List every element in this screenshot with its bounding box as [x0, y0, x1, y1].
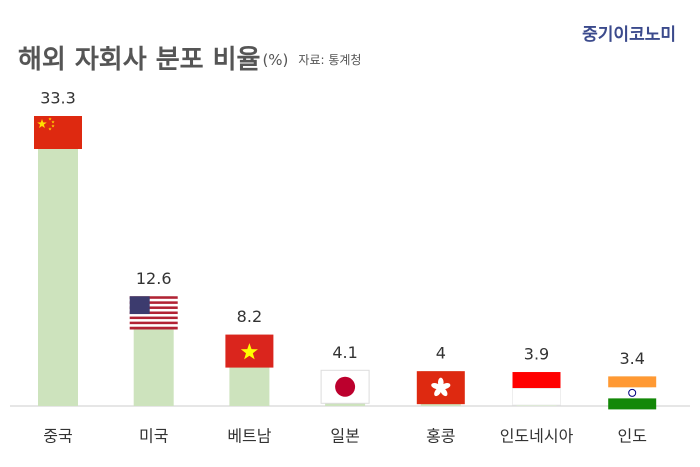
value-label: 4.1 — [332, 343, 357, 362]
value-label: 3.4 — [619, 349, 644, 368]
flag-star — [37, 119, 47, 129]
value-label: 3.9 — [524, 345, 549, 364]
flag-stripe — [129, 316, 178, 320]
flag-stripe — [129, 314, 178, 317]
chart-title-group: 해외 자회사 분포 비율 (%) 자료: 통계청 — [18, 45, 361, 75]
flag-disc — [335, 376, 356, 397]
flag-stripe — [129, 319, 178, 322]
flag-stripe — [129, 298, 178, 302]
flag-stripe — [129, 306, 178, 310]
flag-petal — [431, 383, 441, 390]
chart-title: 해외 자회사 분포 비율 — [18, 45, 260, 75]
flag-bottom — [608, 398, 657, 410]
flag — [129, 296, 178, 330]
value-label: 12.6 — [136, 269, 172, 288]
value-label: 4 — [436, 344, 446, 363]
flag-stripe — [129, 303, 178, 307]
flag-top — [608, 376, 657, 388]
flag — [225, 334, 274, 368]
flag-wheel — [628, 388, 637, 397]
flag-stripe — [129, 321, 178, 325]
flag-stripe — [129, 308, 178, 312]
unit: (%) — [262, 51, 288, 69]
flag-petal — [434, 387, 442, 397]
flag-top — [512, 372, 561, 389]
flag-field — [34, 116, 82, 149]
x-tick-label: 인도 — [617, 427, 646, 446]
flag-star — [48, 117, 52, 121]
flag — [34, 116, 82, 149]
value-label: 8.2 — [237, 307, 262, 326]
flag — [320, 369, 370, 404]
bar — [38, 116, 78, 406]
flag-petal — [440, 387, 448, 397]
flag-stripe — [129, 324, 178, 327]
source: 자료: 통계청 — [298, 53, 361, 67]
x-tick-label: 일본 — [330, 427, 359, 446]
flag — [416, 371, 465, 405]
flag-canton — [129, 296, 150, 315]
flag — [608, 376, 657, 410]
x-tick-label: 인도네시아 — [500, 427, 574, 446]
flag-star — [48, 127, 52, 131]
x-tick-label: 중국 — [43, 427, 72, 446]
flag-star — [51, 120, 55, 124]
x-tick-label: 미국 — [139, 427, 168, 446]
flag-star — [240, 343, 258, 360]
flag — [512, 372, 561, 406]
flag-bottom — [512, 388, 561, 406]
flag-stripe — [129, 301, 178, 305]
x-tick-label: 홍콩 — [426, 427, 455, 446]
flag-mid — [608, 387, 657, 399]
flag-star — [51, 124, 55, 128]
brand: 중기이코노미 — [582, 25, 676, 45]
value-label: 33.3 — [40, 89, 76, 108]
flag-stripe — [129, 311, 178, 315]
x-tick-label: 베트남 — [227, 427, 271, 446]
flag-stripe — [129, 326, 178, 330]
flag-stripe — [129, 296, 178, 300]
